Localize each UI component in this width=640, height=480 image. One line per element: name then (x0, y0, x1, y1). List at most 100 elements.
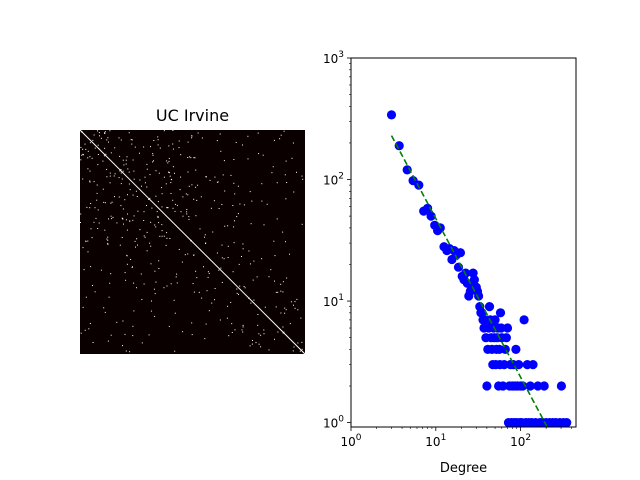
matrix-entry (274, 255, 276, 257)
matrix-entry (292, 142, 294, 144)
x-tick-label: 102 (510, 433, 531, 449)
matrix-entry (302, 178, 304, 180)
matrix-entry (277, 331, 279, 333)
matrix-entry (253, 299, 255, 301)
matrix-entry (230, 174, 232, 176)
matrix-entry (112, 216, 114, 218)
matrix-entry (205, 242, 207, 244)
matrix-entry (206, 290, 208, 292)
x-tick-label: 100 (340, 433, 361, 449)
matrix-entry (243, 286, 245, 287)
matrix-entry (233, 242, 235, 244)
matrix-entry (134, 146, 136, 148)
matrix-entry (161, 235, 163, 237)
matrix-entry (181, 261, 183, 263)
matrix-entry (151, 207, 153, 209)
matrix-entry (187, 194, 189, 196)
matrix-entry (261, 200, 263, 202)
matrix-entry (91, 157, 93, 159)
matrix-entry (187, 157, 189, 158)
matrix-entry (155, 195, 157, 197)
matrix-entry (144, 236, 146, 238)
matrix-entry (188, 219, 190, 220)
matrix-entry (132, 194, 134, 196)
matrix-entry (248, 250, 250, 252)
matrix-entry (286, 182, 288, 183)
matrix-entry (85, 296, 87, 298)
matrix-entry (139, 152, 140, 154)
matrix-entry (141, 185, 142, 187)
matrix-entry (220, 150, 222, 152)
matrix-entry (150, 221, 152, 223)
matrix-entry (104, 132, 105, 134)
matrix-entry (296, 298, 298, 300)
matrix-entry (106, 139, 108, 141)
data-point (514, 360, 524, 370)
matrix-entry (92, 285, 93, 286)
matrix-entry (242, 144, 243, 146)
matrix-entry (133, 178, 135, 180)
matrix-entry (122, 208, 124, 210)
matrix-entry (146, 163, 148, 165)
matrix-entry (92, 139, 94, 141)
matrix-entry (130, 139, 132, 141)
matrix-entry (80, 159, 82, 161)
matrix-entry (285, 309, 287, 311)
matrix-entry (154, 270, 156, 272)
matrix-entry (157, 217, 159, 219)
matrix-entry (249, 345, 251, 347)
matrix-entry (93, 181, 95, 183)
matrix-entry (161, 230, 163, 232)
matrix-entry (272, 166, 274, 168)
matrix-entry (201, 137, 203, 139)
matrix-entry (100, 269, 102, 271)
matrix-entry (159, 235, 161, 237)
matrix-entry (276, 218, 278, 220)
matrix-entry (104, 147, 106, 149)
matrix-entry (176, 282, 178, 284)
matrix-entry (294, 301, 296, 303)
matrix-entry (217, 181, 219, 183)
matrix-entry (263, 333, 265, 335)
matrix-entry (179, 189, 181, 191)
matrix-entry (161, 193, 163, 195)
matrix-entry (133, 215, 135, 217)
data-point (525, 381, 535, 391)
matrix-entry (152, 154, 154, 156)
matrix-entry (247, 135, 249, 137)
data-point (426, 211, 436, 221)
matrix-entry (199, 228, 201, 230)
matrix-entry (174, 312, 176, 314)
matrix-entry (242, 326, 244, 328)
data-point (482, 381, 492, 391)
data-point (490, 315, 500, 325)
matrix-entry (251, 343, 253, 345)
data-point (469, 275, 479, 285)
matrix-entry (161, 206, 163, 208)
matrix-entry (155, 170, 157, 172)
matrix-entry (239, 203, 241, 205)
matrix-entry (89, 323, 91, 324)
matrix-entry (204, 338, 206, 340)
matrix-entry (297, 342, 299, 344)
matrix-entry (174, 350, 176, 352)
matrix-entry (108, 141, 109, 143)
matrix-entry (301, 223, 303, 225)
matrix-entry (170, 182, 172, 184)
matrix-entry (184, 254, 186, 256)
matrix-entry (172, 166, 174, 168)
matrix-entry (82, 247, 84, 249)
matrix-entry (191, 135, 193, 137)
matrix-entry (89, 170, 91, 172)
matrix-entry (103, 155, 105, 157)
matrix-entry (216, 252, 218, 254)
matrix-entry (178, 147, 180, 149)
matrix-entry (114, 147, 116, 149)
data-point (539, 381, 549, 391)
matrix-entry (151, 300, 152, 302)
matrix-entry (107, 243, 109, 245)
data-point (511, 344, 521, 354)
matrix-entry (119, 244, 121, 246)
matrix-entry (103, 307, 105, 309)
matrix-entry (224, 225, 226, 227)
